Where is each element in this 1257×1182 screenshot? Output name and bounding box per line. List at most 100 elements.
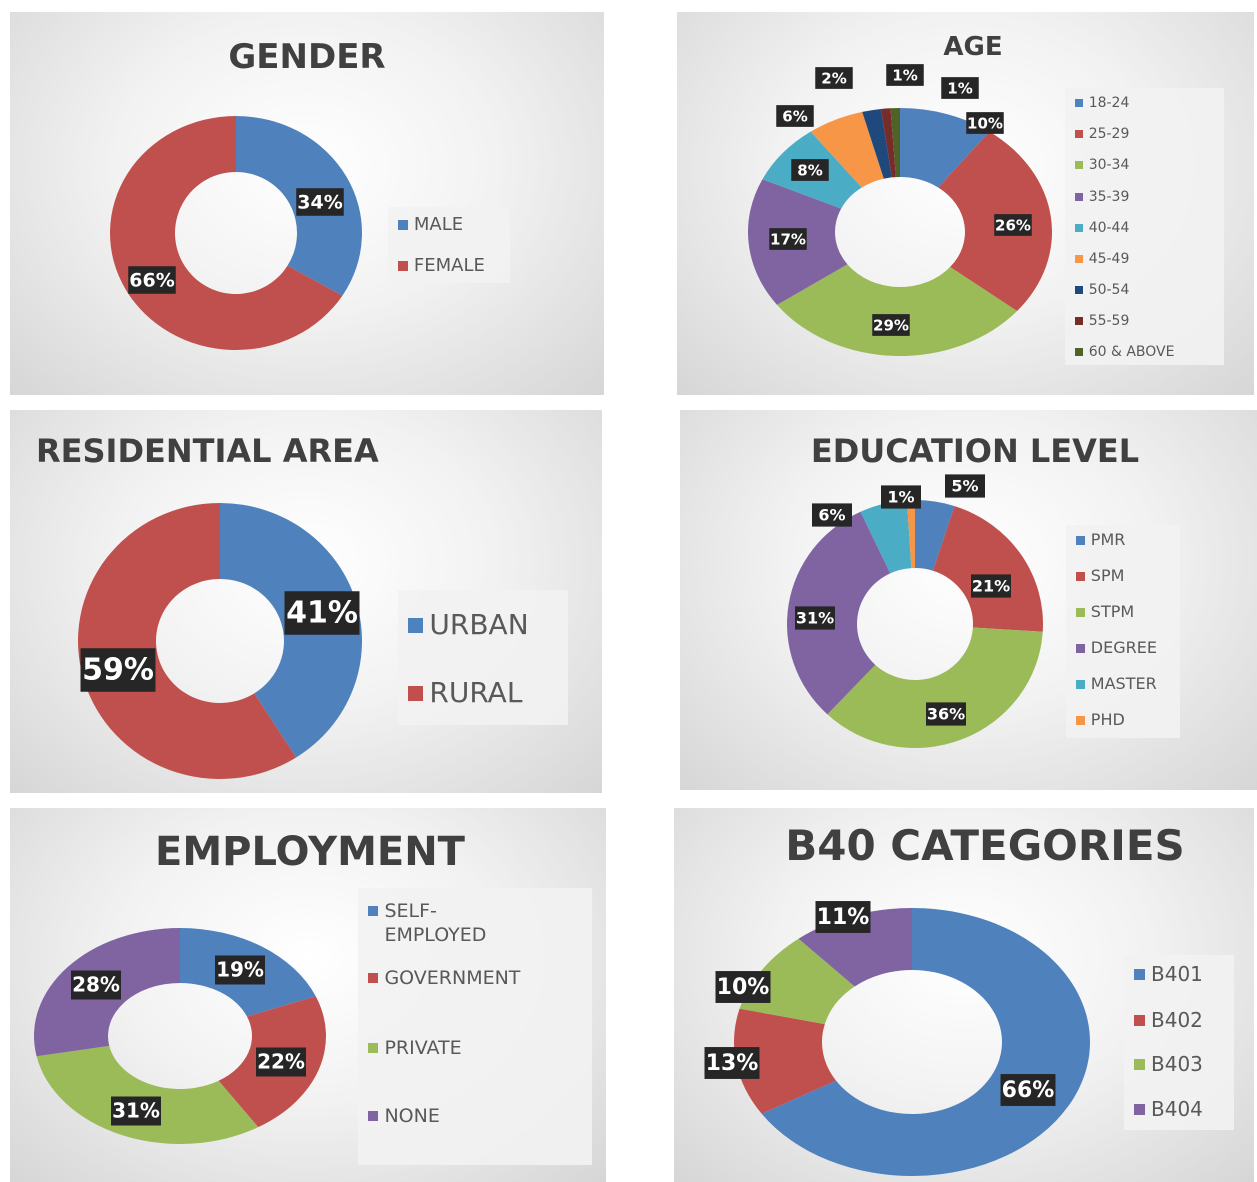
legend-label: 55-59 [1088, 312, 1130, 329]
legend: SELF-EMPLOYED GOVERNMENT PRIVATE NONE [358, 888, 592, 1165]
slice [860, 500, 912, 574]
data-label-box [941, 77, 979, 99]
legend-label: 35-39 [1088, 188, 1130, 205]
data-label-box [111, 1096, 161, 1126]
legend-item: 50-54 [1075, 281, 1220, 299]
data-label-box [926, 702, 966, 726]
legend-swatch [408, 685, 424, 702]
legend-swatch [1134, 968, 1145, 980]
data-label-box [80, 648, 156, 692]
legend-label: 40-44 [1088, 219, 1130, 236]
legend-label: 18-24 [1088, 94, 1130, 111]
legend-item: 35-39 [1075, 188, 1220, 206]
legend-label: 30-34 [1088, 156, 1130, 173]
legend-label: PMR [1090, 530, 1126, 550]
legend-label: PHD [1090, 710, 1125, 730]
data-label-box [128, 266, 176, 294]
legend-item: 18-24 [1075, 94, 1220, 112]
data-label-box [769, 228, 807, 250]
data-label-box [791, 159, 829, 181]
data-label: 31% [796, 609, 834, 628]
legend-item: STPM [1076, 602, 1176, 623]
legend-label: B401 [1151, 962, 1203, 986]
legend-label: PRIVATE [384, 1036, 462, 1059]
legend-item: RURAL [408, 675, 564, 711]
legend: 18-24 25-29 30-34 35-39 40-44 45-49 50-54 55-59… [1065, 88, 1224, 365]
legend-swatch [1076, 608, 1085, 618]
data-label: 11% [817, 905, 870, 930]
legend-label: RURAL [429, 676, 523, 710]
slice [932, 506, 1043, 632]
legend-item: 30-34 [1075, 156, 1220, 174]
legend-label: MALE [413, 214, 464, 236]
legend-item: B401 [1134, 961, 1230, 987]
legend: MALE FEMALE [388, 207, 510, 283]
chart-title: EMPLOYMENT [155, 829, 465, 875]
legend-swatch [1075, 192, 1083, 201]
legend-label: URBAN [429, 608, 529, 642]
data-label: 66% [1002, 1078, 1055, 1103]
legend-item: FEMALE [398, 254, 506, 277]
legend-swatch [368, 972, 379, 984]
legend-swatch [1075, 160, 1083, 169]
legend-swatch [1075, 285, 1083, 294]
legend: PMR SPM STPM DEGREE MASTER PHD [1066, 525, 1180, 738]
chart-title: AGE [943, 32, 1003, 63]
legend-label: B402 [1151, 1008, 1203, 1032]
slice [890, 108, 900, 178]
legend-swatch [1075, 129, 1083, 138]
data-label: 1% [892, 67, 917, 85]
data-label-box [284, 591, 360, 635]
slice [36, 1045, 259, 1144]
slice [761, 908, 1091, 1176]
legend-swatch [1134, 1014, 1145, 1026]
legend-label: 25-29 [1088, 125, 1130, 142]
legend-swatch [368, 905, 379, 917]
data-label: 8% [797, 162, 822, 180]
data-label-box [812, 503, 852, 527]
legend-swatch [1076, 680, 1085, 690]
chart-title: GENDER [228, 36, 386, 77]
legend-swatch [398, 220, 408, 230]
slice [734, 1008, 837, 1114]
legend-swatch [1075, 316, 1083, 325]
legend-item: 40-44 [1075, 219, 1220, 237]
legend-item: NONE [368, 1104, 588, 1129]
data-label-box [872, 314, 910, 336]
legend-swatch [368, 1110, 379, 1122]
legend-label: SPM [1090, 566, 1125, 586]
data-label-box [795, 606, 835, 630]
legend-label: B404 [1151, 1097, 1203, 1121]
data-label: 6% [782, 108, 807, 126]
data-label: 28% [72, 973, 120, 997]
legend-item: 25-29 [1075, 125, 1220, 143]
slice [862, 108, 892, 179]
slice [906, 500, 915, 569]
data-label: 21% [972, 577, 1010, 596]
legend-swatch [1134, 1058, 1145, 1070]
data-label-box [71, 970, 121, 1000]
legend-label: MASTER [1090, 674, 1157, 694]
data-label-box [296, 188, 344, 216]
legend-swatch [1076, 716, 1085, 726]
data-label: 10% [967, 115, 1003, 133]
legend-label: 50-54 [1088, 281, 1130, 298]
legend-item: 60 & ABOVE [1075, 343, 1220, 361]
data-label: 1% [947, 80, 972, 98]
legend-item: PRIVATE [368, 1036, 588, 1061]
data-label: 6% [818, 506, 845, 525]
legend-item: B403 [1134, 1051, 1230, 1077]
legend-item: GOVERNMENT [368, 966, 588, 991]
chart-title: B40 CATEGORIES [785, 820, 1185, 870]
slice [827, 627, 1043, 748]
legend-item: URBAN [408, 607, 564, 643]
legend-item: SELF-EMPLOYED [368, 899, 588, 948]
slice [787, 511, 891, 715]
data-label: 1% [887, 488, 914, 507]
data-label-box [704, 1047, 760, 1079]
legend-swatch [408, 617, 424, 634]
legend-label: SELF-EMPLOYED [384, 899, 487, 947]
legend-item: PMR [1076, 530, 1176, 551]
data-label: 2% [821, 70, 846, 88]
